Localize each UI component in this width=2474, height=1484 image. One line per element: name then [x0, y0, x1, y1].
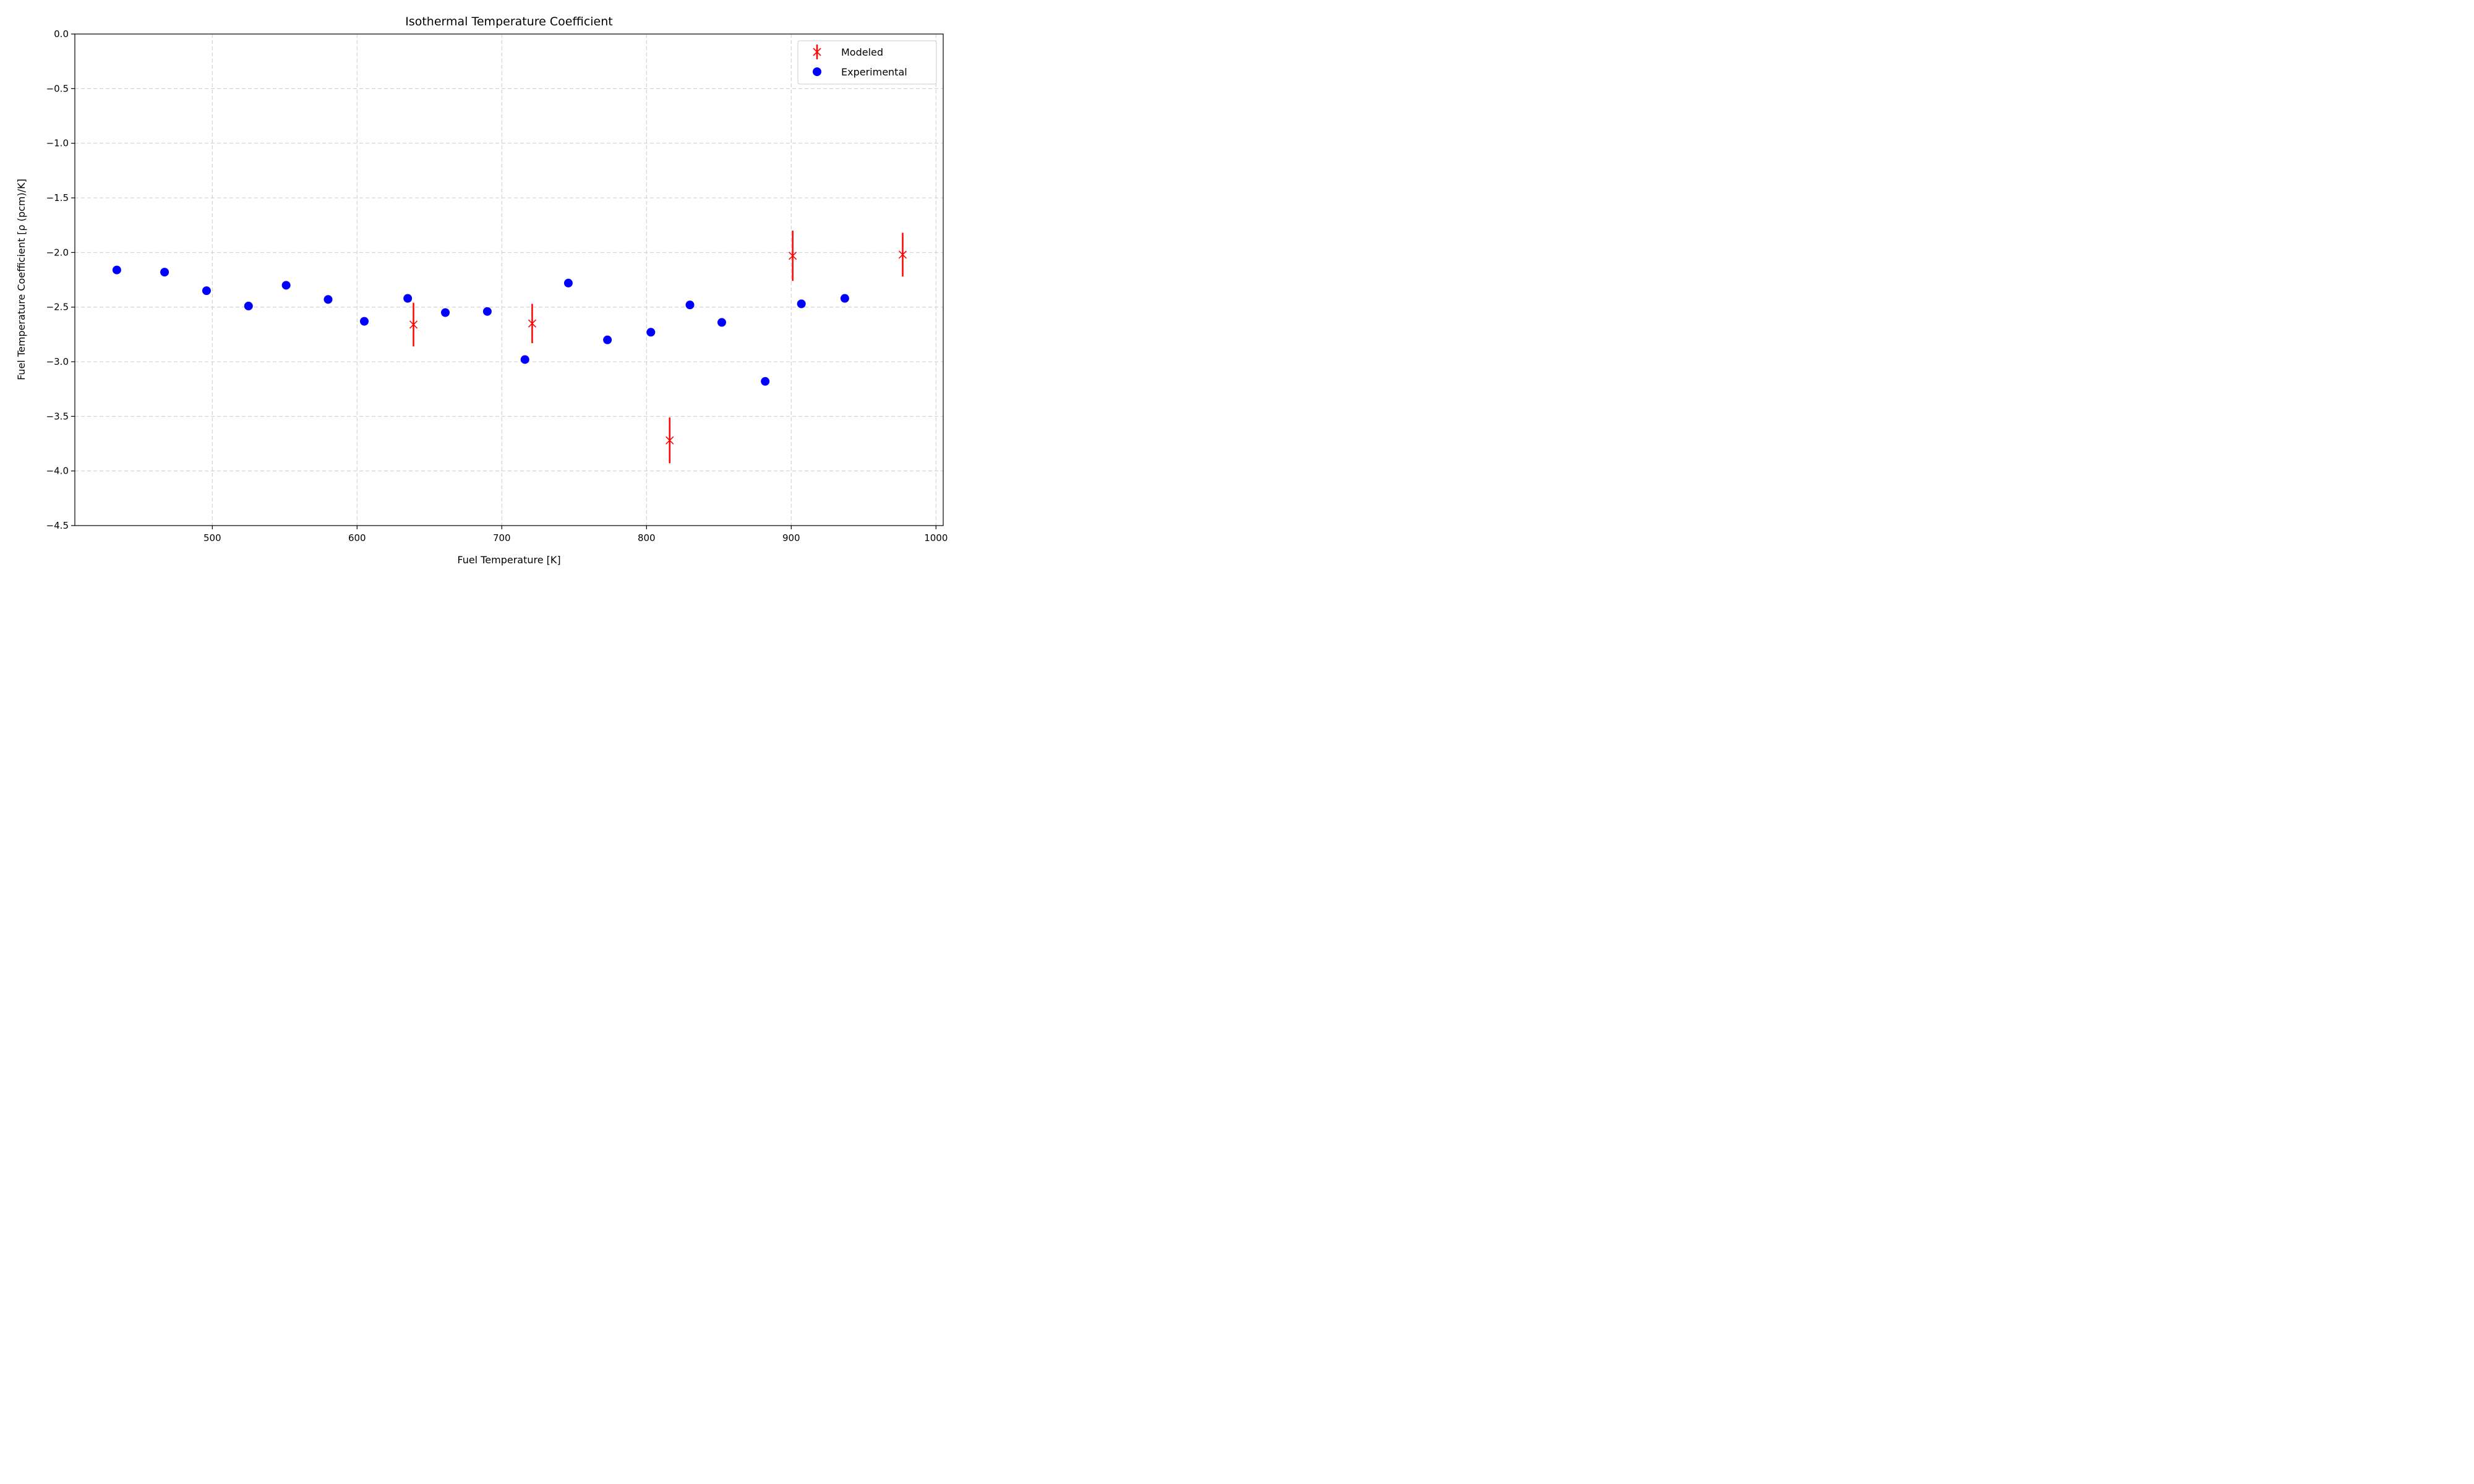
marker-x-stroke [666, 436, 674, 445]
experimental-point [323, 295, 333, 304]
data-layer [112, 231, 907, 464]
marker-x-stroke [813, 48, 821, 56]
y-tick-label: −2.0 [46, 247, 69, 258]
modeled-point [409, 320, 418, 329]
y-tick-label: −3.0 [46, 356, 69, 367]
legend-label-modeled: Modeled [841, 46, 883, 58]
experimental-point [360, 317, 369, 326]
experimental-point [840, 294, 849, 303]
x-axis-label: Fuel Temperature [K] [457, 554, 560, 566]
marker-x-stroke [789, 252, 797, 260]
x-tick-label: 700 [493, 532, 511, 544]
y-tick-label: −1.0 [46, 138, 69, 149]
modeled-point [666, 436, 674, 445]
marker-x-stroke [898, 250, 907, 259]
x-tick-label: 600 [348, 532, 366, 544]
plot-frame [74, 33, 944, 526]
experimental-point [202, 286, 211, 296]
marker-x-stroke [409, 320, 418, 329]
experimental-point [685, 301, 695, 310]
experimental-point [563, 278, 573, 288]
modeled-point [898, 250, 907, 259]
modeled-point [789, 252, 797, 260]
legend-frame [797, 40, 937, 85]
experimental-point [646, 328, 656, 337]
modeled-point [528, 319, 537, 328]
legend-marker-modeled [813, 45, 821, 59]
y-tick-label: −3.5 [46, 411, 69, 422]
experimental-point [112, 265, 121, 275]
y-axis-label: Fuel Temperature Coefficient [ρ (pcm)/K] [15, 179, 27, 380]
x-tick-label: 900 [782, 532, 800, 544]
experimental-point [717, 318, 726, 327]
legend: Modeled Experimental [797, 40, 937, 85]
y-tick-label: −2.5 [46, 302, 69, 313]
y-tick-label: −0.5 [46, 83, 69, 94]
experimental-point [244, 301, 253, 310]
experimental-point [441, 308, 450, 317]
chart-title: Isothermal Temperature Coefficient [405, 15, 613, 28]
experimental-point [797, 299, 806, 309]
legend-marker-experimental [813, 67, 821, 76]
x-tick-label: 800 [638, 532, 656, 544]
x-tick-label: 500 [203, 532, 221, 544]
chart: 500 600 700 800 900 1000 0.0 −0.5 −1.0 −1.5 −2.0 −2… [0, 0, 968, 581]
ticks: 500 600 700 800 900 1000 0.0 −0.5 −1.0 −1.5 −2.0 −2… [46, 28, 948, 544]
experimental-point [160, 268, 169, 277]
experimental-point [603, 335, 612, 344]
legend-label-experimental: Experimental [841, 66, 907, 78]
x-tick-label: 1000 [924, 532, 948, 544]
experimental-point [520, 355, 529, 364]
marker-x-stroke [528, 319, 537, 328]
experimental-point [482, 307, 492, 316]
y-tick-label: 0.0 [54, 28, 69, 40]
y-tick-label: −4.0 [46, 466, 69, 477]
chart-background [0, 0, 968, 581]
legend-dot-marker [813, 67, 821, 76]
experimental-point [761, 377, 770, 386]
y-tick-label: −4.5 [46, 520, 69, 531]
y-tick-label: −1.5 [46, 192, 69, 203]
experimental-point [281, 281, 291, 290]
legend-x-marker [813, 48, 821, 56]
experimental-point [403, 294, 413, 303]
